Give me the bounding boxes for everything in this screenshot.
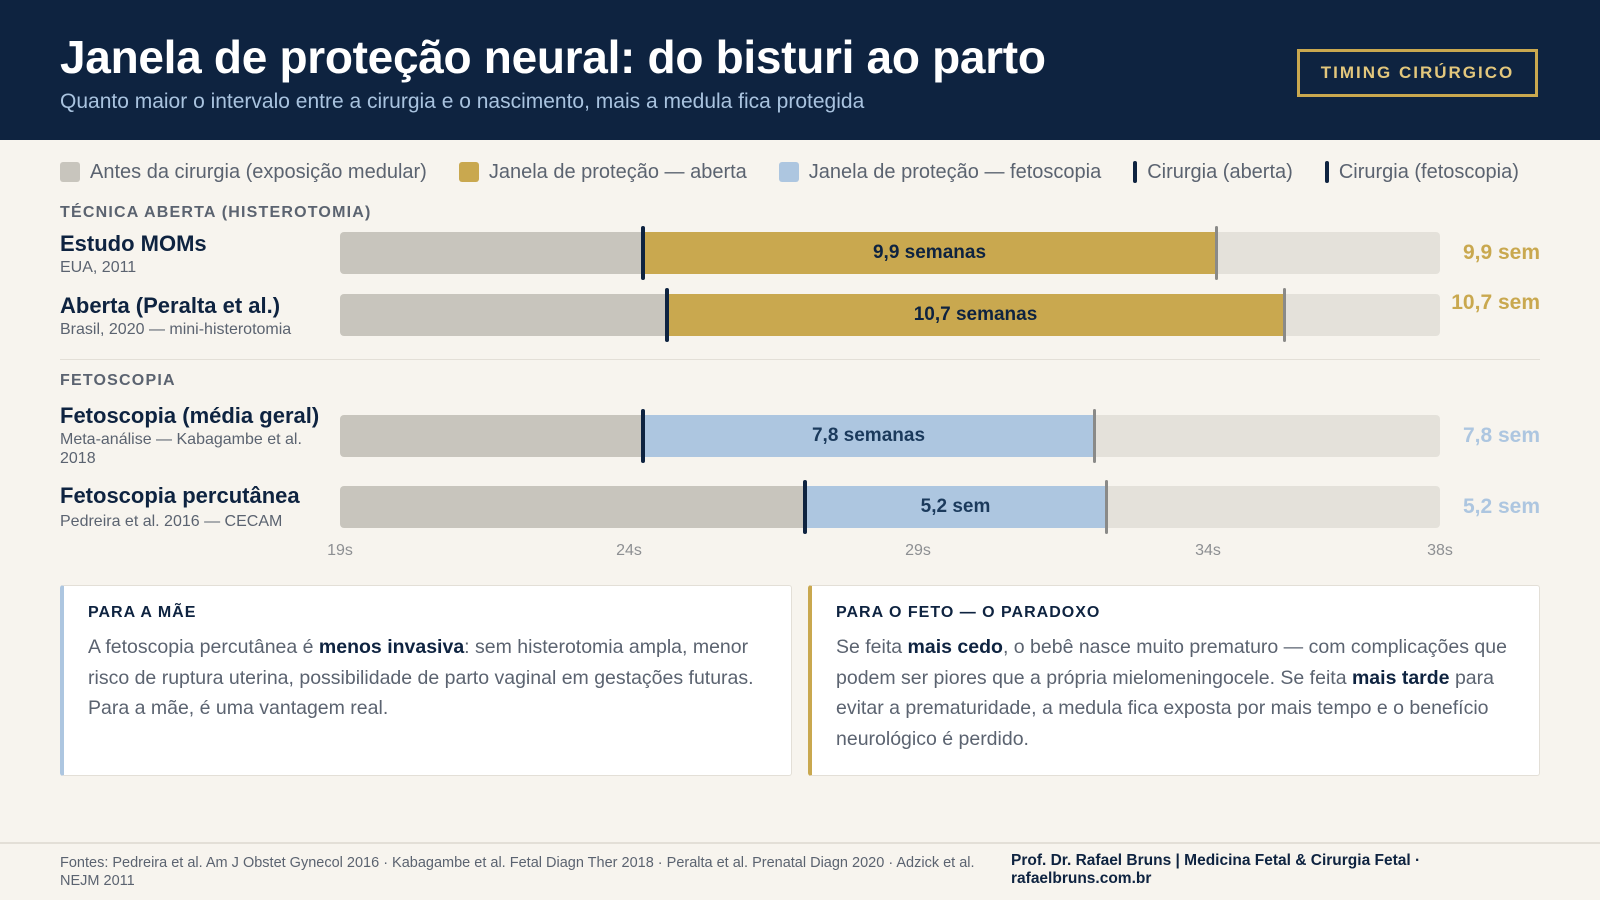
- row-subtitle: Pedreira et al. 2016 — CECAM: [60, 513, 283, 530]
- window-value: 10,7 sem: [1451, 291, 1540, 314]
- x-tick: 19s: [327, 542, 353, 559]
- row-name: Fetoscopia (média geral): [60, 403, 320, 428]
- post-birth-segment: [1216, 232, 1440, 274]
- card-title: PARA A MÃE: [88, 604, 197, 621]
- text: , o bebê nasce muito prematuro — com com…: [836, 636, 1507, 689]
- legend-swatch-grey: [60, 162, 80, 182]
- surgery-marker: [803, 480, 807, 534]
- bar-track: 5,2 sem: [340, 480, 1440, 534]
- pre-surgery-segment: [340, 294, 667, 336]
- legend-label: Antes da cirurgia (exposição medular): [90, 160, 427, 183]
- footer-divider: [0, 842, 1600, 844]
- page-title: Janela de proteção neural: do bisturi ao…: [60, 31, 1046, 83]
- surgery-marker-icon: [1324, 161, 1329, 183]
- header: Janela de proteção neural: do bisturi ao…: [0, 0, 1600, 140]
- emphasis: mais cedo: [907, 636, 1003, 658]
- legend-item-surgery-feto: Cirurgia (fetoscopia): [1324, 160, 1519, 184]
- bar-track: 9,9 semanas: [340, 226, 1440, 280]
- card-title: PARA O FETO — O PARADOXO: [836, 604, 1101, 621]
- emphasis: menos invasiva: [318, 636, 465, 658]
- card-body: A fetoscopia percutânea é menos invasiva…: [88, 632, 769, 724]
- birth-marker: [1093, 409, 1096, 463]
- birth-marker: [1283, 288, 1286, 342]
- post-birth-segment: [1094, 415, 1440, 457]
- legend-label: Cirurgia (fetoscopia): [1338, 160, 1519, 183]
- window-value: 7,8 sem: [1462, 424, 1540, 447]
- bar-track: 10,7 semanas: [340, 288, 1440, 342]
- pre-surgery-segment: [340, 232, 643, 274]
- post-birth-segment: [1284, 294, 1440, 336]
- post-birth-segment: [1106, 486, 1440, 528]
- surgery-marker: [641, 226, 645, 280]
- section-divider: [60, 359, 1540, 360]
- x-tick: 24s: [616, 542, 642, 559]
- chart-legend: Antes da cirurgia (exposição medular) Ja…: [60, 160, 1551, 184]
- legend-item-window-open: Janela de proteção — aberta: [458, 160, 747, 184]
- bar-track: 7,8 semanas: [340, 409, 1440, 463]
- mother-card: PARA A MÃE A fetoscopia percutânea é men…: [60, 585, 792, 776]
- legend-swatch-blue: [778, 162, 799, 182]
- topic-badge: TIMING CIRÚRGICO: [1297, 49, 1538, 97]
- x-tick: 29s: [905, 542, 931, 559]
- surgery-marker: [641, 409, 645, 463]
- footer-sources: Fontes: Pedreira et al. Am J Obstet Gyne…: [60, 855, 975, 889]
- surgery-marker-icon: [1133, 161, 1138, 183]
- section-label-fetoscopy: FETOSCOPIA: [60, 372, 176, 389]
- emphasis: mais tarde: [1351, 666, 1450, 689]
- row-subtitle: Meta-análise — Kabagambe et al. 2018: [60, 431, 302, 467]
- section-label-open: TÉCNICA ABERTA (HISTEROTOMIA): [60, 204, 372, 221]
- text: : sem histerotomia ampla, menor risco de…: [88, 636, 754, 719]
- protection-window-bar: 9,9 semanas: [643, 232, 1216, 274]
- fetus-card: PARA O FETO — O PARADOXO Se feita mais c…: [808, 585, 1540, 776]
- protection-window-bar: 5,2 sem: [805, 486, 1106, 528]
- protection-window-bar: 10,7 semanas: [667, 294, 1284, 336]
- text: A fetoscopia percutânea é: [88, 636, 319, 658]
- row-name: Aberta (Peralta et al.): [60, 293, 281, 318]
- pre-surgery-segment: [340, 486, 805, 528]
- legend-label: Cirurgia (aberta): [1147, 160, 1293, 183]
- birth-marker: [1105, 480, 1108, 534]
- text: para evitar a prematuridade, a medula fi…: [836, 666, 1494, 750]
- x-axis: 19s 24s 29s 34s 38s: [0, 542, 1600, 562]
- pre-surgery-segment: [340, 415, 643, 457]
- row-subtitle: EUA, 2011: [60, 259, 137, 276]
- legend-label: Janela de proteção — fetoscopia: [808, 160, 1102, 183]
- window-value: 5,2 sem: [1462, 495, 1540, 518]
- legend-item-pre-surgery: Antes da cirurgia (exposição medular): [60, 161, 427, 184]
- x-tick: 38s: [1427, 542, 1453, 559]
- legend-item-window-feto: Janela de proteção — fetoscopia: [778, 160, 1102, 184]
- window-value: 9,9 sem: [1462, 241, 1540, 264]
- x-tick: 34s: [1195, 542, 1221, 559]
- legend-label: Janela de proteção — aberta: [488, 160, 747, 183]
- text: Se feita: [836, 636, 908, 658]
- birth-marker: [1215, 226, 1218, 280]
- page-subtitle: Quanto maior o intervalo entre a cirurgi…: [60, 90, 865, 113]
- legend-item-surgery-open: Cirurgia (aberta): [1133, 161, 1293, 184]
- footer-brand: Prof. Dr. Rafael Bruns | Medicina Fetal …: [1011, 852, 1421, 887]
- row-name: Fetoscopia percutânea: [60, 483, 300, 508]
- row-name: Estudo MOMs: [60, 231, 207, 256]
- row-subtitle: Brasil, 2020 — mini-histerotomia: [60, 321, 292, 338]
- card-body: Se feita mais cedo, o bebê nasce muito p…: [836, 632, 1517, 754]
- legend-swatch-gold: [458, 162, 479, 182]
- surgery-marker: [665, 288, 669, 342]
- protection-window-bar: 7,8 semanas: [643, 415, 1094, 457]
